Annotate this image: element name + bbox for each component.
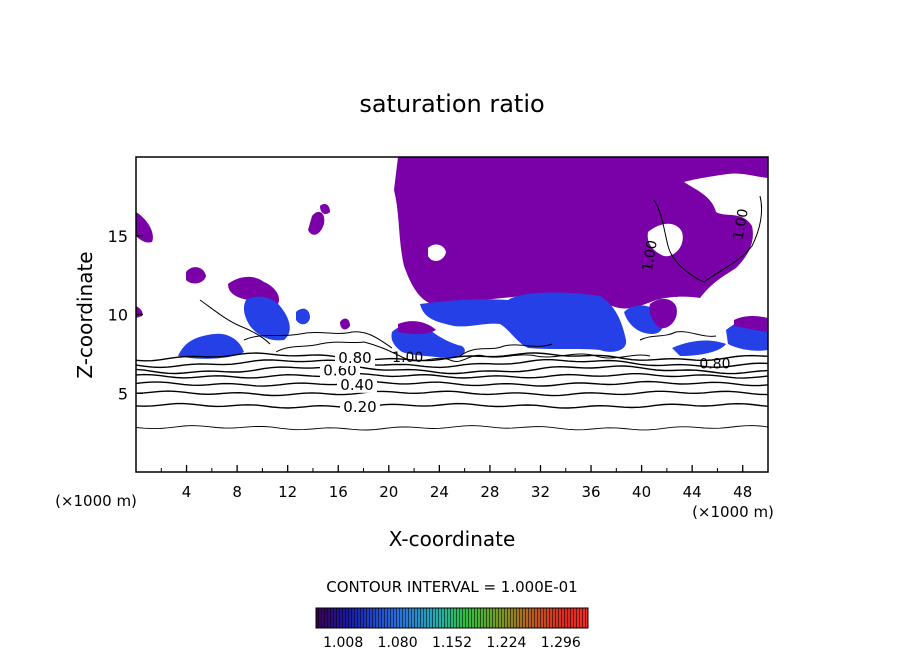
x-tick-label: 40 [632,483,651,501]
contour-lines [136,352,768,431]
x-tick-label: 48 [733,483,752,501]
x-axis-label: X-coordinate [389,527,516,551]
y-axis-label: Z-coordinate [73,251,97,378]
colorbar-ticks: 1.008 1.080 1.152 1.224 1.296 [323,635,581,651]
y-axis: 5 10 15 [108,227,143,403]
contour-label-extra: 1.00 [731,208,752,241]
contour-line [136,402,768,409]
contour-labels: 0.200.400.600.80 1.00 0.801.001.00 [320,208,752,416]
contour-label: 0.60 [323,362,356,380]
x-tick-label: 28 [480,483,499,501]
x-tick-label: 12 [278,483,297,501]
contour-line [136,365,768,375]
contour-label-extra: 0.80 [699,356,730,372]
contour-label: 0.40 [340,376,373,394]
x-tick-label: 20 [379,483,398,501]
contour-label: 0.80 [338,349,371,367]
x-tick-label: 44 [683,483,702,501]
y-tick-label: 10 [108,306,128,325]
y-tick-label: 15 [108,227,128,246]
contour-line [136,390,768,397]
x-tick-label: 4 [182,483,192,501]
colorbar-tick-label: 1.224 [486,635,526,651]
colorbar-tick-label: 1.080 [378,635,418,651]
contour-label: 0.20 [343,398,376,416]
x-unit-right: (×1000 m) [692,503,774,521]
colorbar-tick-label: 1.152 [432,635,472,651]
x-tick-label: 32 [531,483,550,501]
contour-line [136,359,768,369]
x-tick-label: 24 [430,483,449,501]
contour-label-extra: 1.00 [392,350,423,366]
x-tick-label: 8 [232,483,242,501]
blue-region-center [420,292,627,352]
contour-line [136,373,768,379]
colorbar-tick-label: 1.008 [323,635,363,651]
plot-area: 0.200.400.600.80 1.00 0.801.001.00 [136,157,768,431]
contour-label-extra: 1.00 [640,239,661,272]
contour-line [136,380,768,387]
x-tick-label: 36 [581,483,600,501]
colorbar [315,607,589,629]
supersaturation-region [394,157,768,309]
contour-line [136,425,768,431]
colorbar-tick-label: 1.296 [541,635,581,651]
contour-line [136,352,768,362]
x-unit-left: (×1000 m) [55,492,137,510]
y-tick-label: 5 [118,384,128,403]
x-tick-label: 16 [329,483,348,501]
x-axis: 4 8 12 16 20 24 28 32 36 40 44 48 [160,465,752,501]
chart-title: saturation ratio [359,90,544,118]
contour-interval-text: CONTOUR INTERVAL = 1.000E-01 [326,578,577,596]
